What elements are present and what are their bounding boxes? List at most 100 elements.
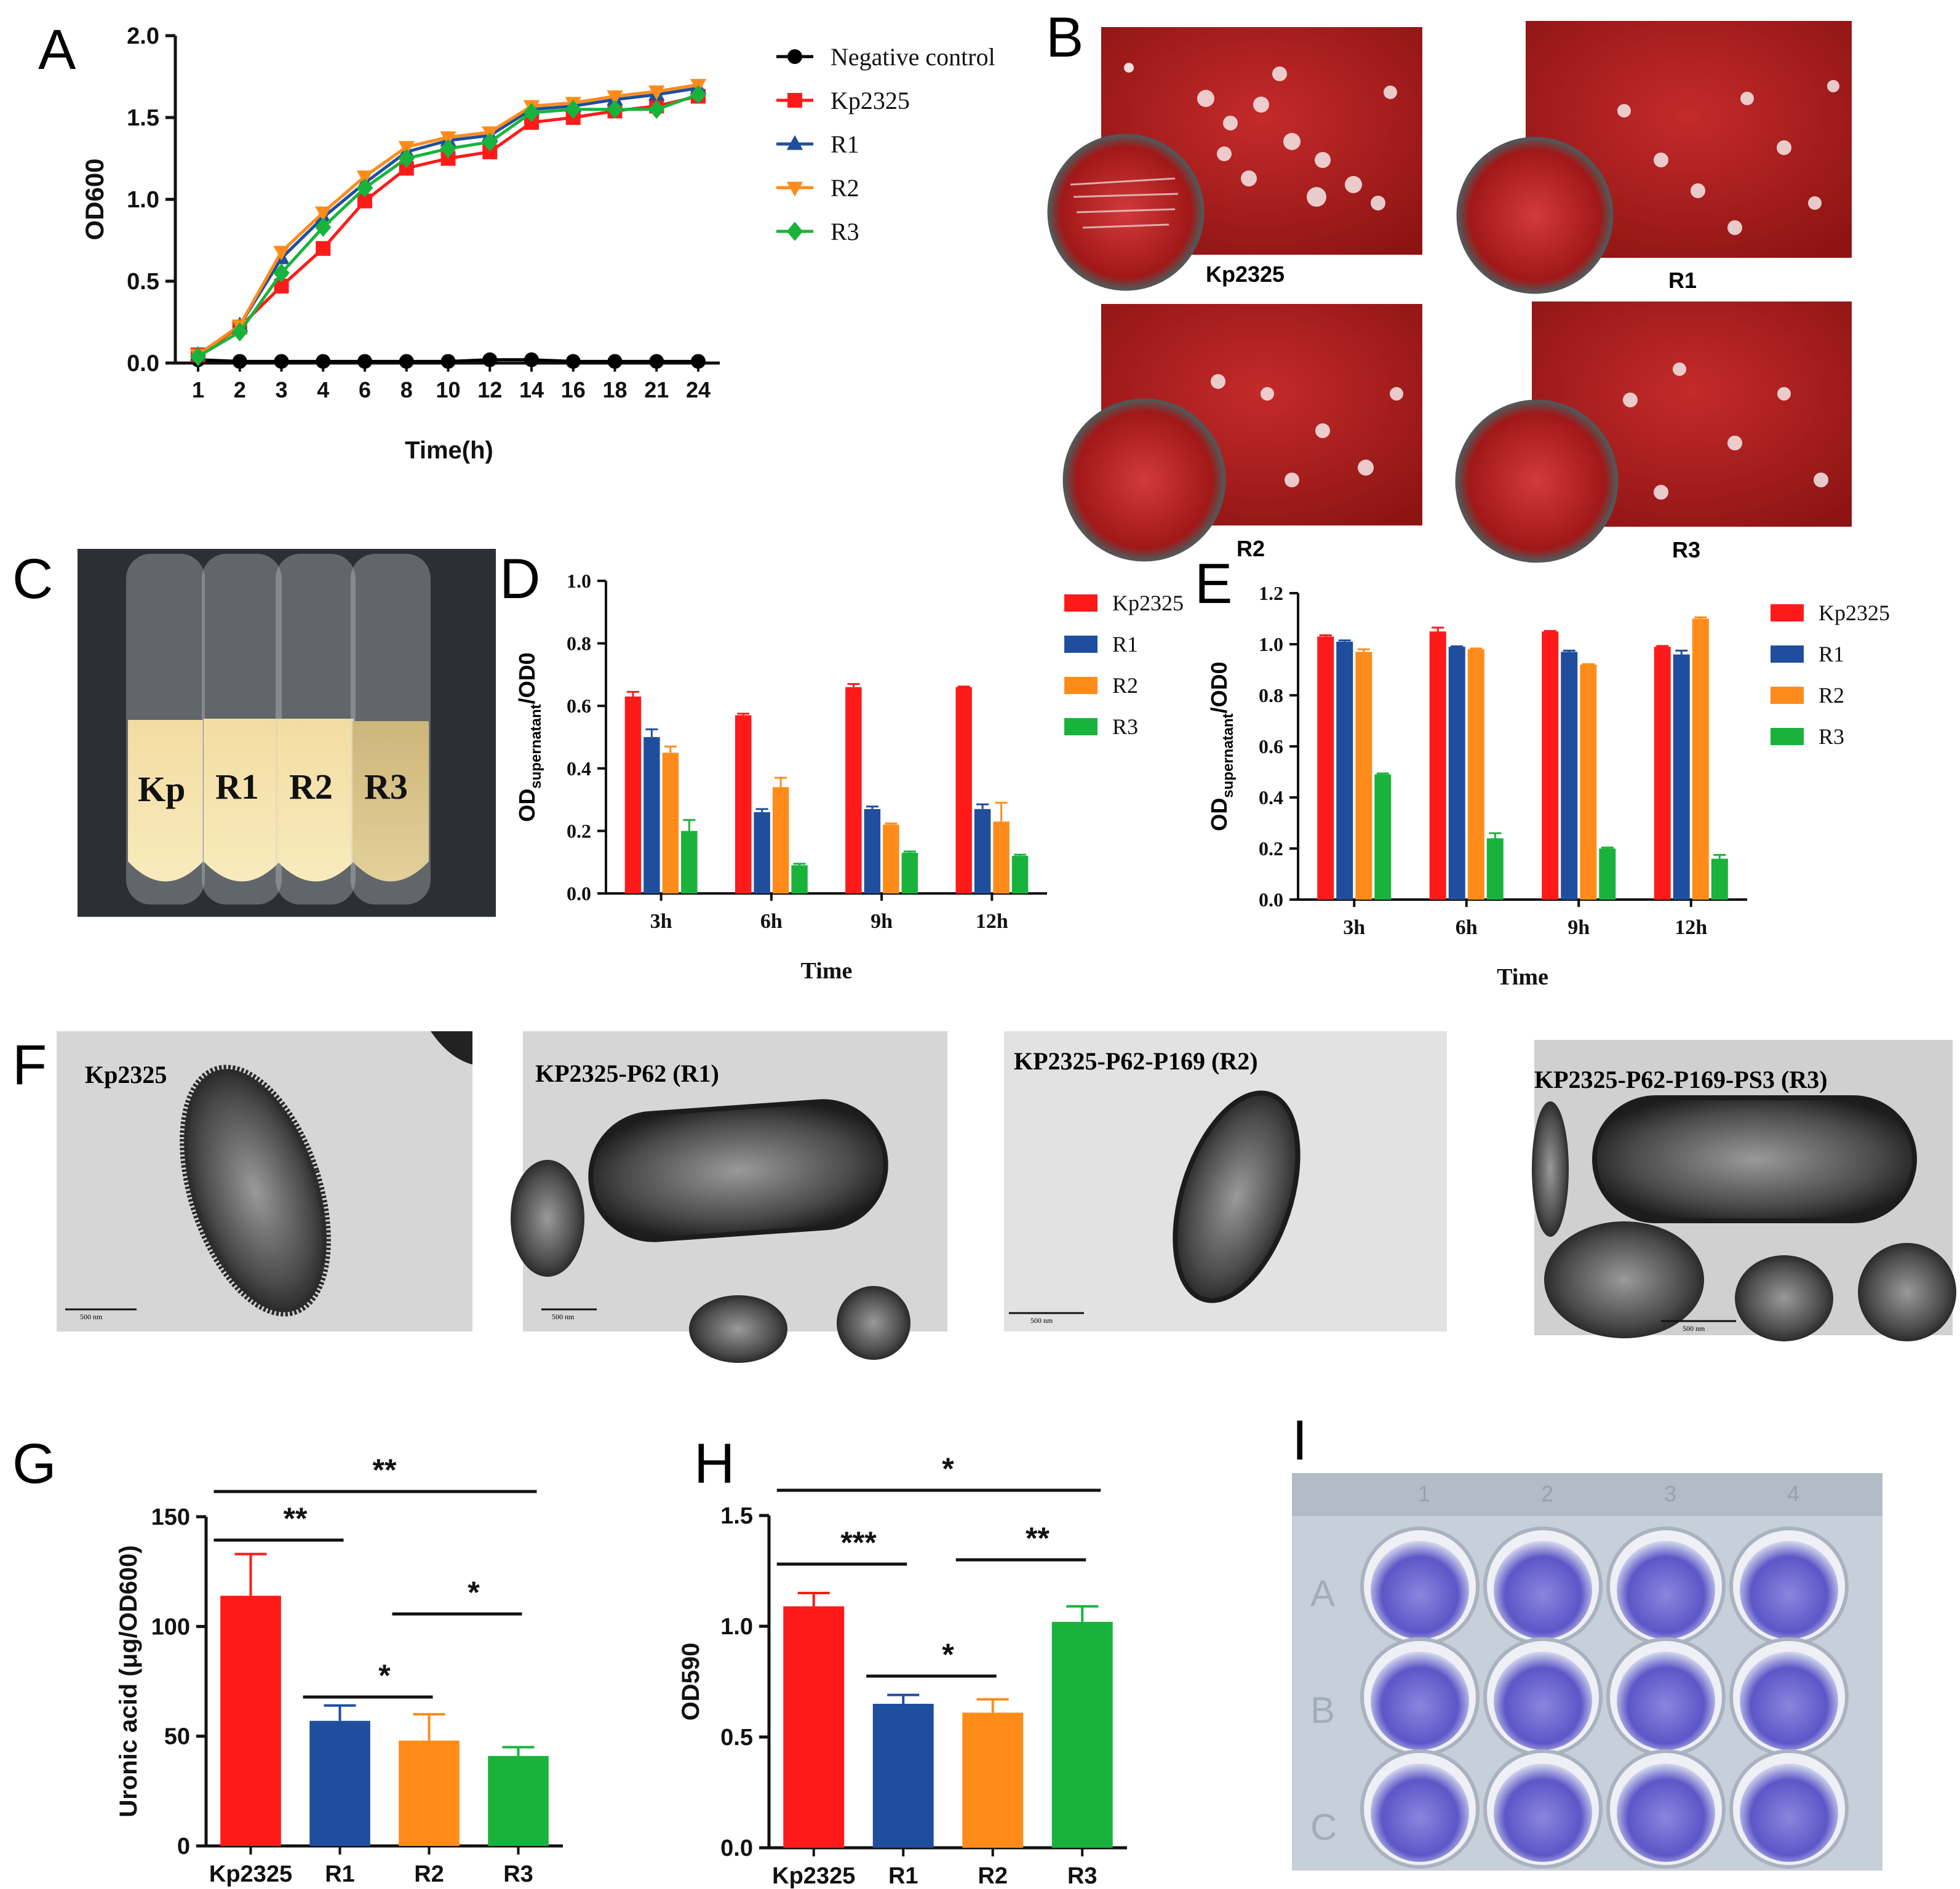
bar: [1355, 652, 1372, 900]
well-stain: [1494, 1763, 1592, 1862]
x-tick-label: 12: [477, 377, 502, 402]
well-stain: [1494, 1541, 1592, 1639]
tube-r2: [276, 554, 356, 905]
well-stain: [1740, 1651, 1838, 1750]
panel-letter-e: E: [1195, 553, 1232, 615]
x-tick-label: 6: [359, 377, 371, 402]
tube-label-r1: R1: [215, 767, 259, 807]
y-tick-label: 0.0: [567, 882, 591, 905]
bar: [1317, 636, 1334, 900]
y-axis-label: ODsupernatant/OD0: [1206, 661, 1237, 831]
colony-photo-r1: R1: [1456, 21, 1852, 294]
data-point: [523, 103, 540, 122]
x-tick-label: 6h: [760, 910, 783, 933]
legend-swatch: [1064, 718, 1098, 735]
significance-stars: *: [468, 1575, 480, 1610]
panel-letter-d: D: [500, 548, 540, 610]
data-point: [399, 354, 414, 369]
y-tick-label: 0: [177, 1834, 190, 1859]
plate-col-3: 3: [1664, 1481, 1676, 1506]
legend-marker: [786, 182, 803, 197]
tem-caption-r3: KP2325-P62-P169-PS3 (R3): [1534, 1066, 1828, 1093]
data-point: [273, 263, 290, 283]
data-point: [607, 354, 623, 369]
bar: [1599, 849, 1616, 900]
well-stain: [1740, 1763, 1838, 1862]
x-axis-label: Time(h): [405, 437, 493, 464]
bar: [845, 687, 862, 893]
tem-scale-r3: 500 nm: [1683, 1324, 1705, 1333]
plate-col-4: 4: [1787, 1481, 1799, 1506]
x-tick-label: 18: [602, 377, 627, 402]
supernatant-ratio-chart-e: 0.0 0.2 0.4 0.6 0.8 1.0 1.2 3h 6h 9h 12h Time ODsupe…: [1206, 582, 1890, 990]
y-tick-label: 1.0: [567, 570, 591, 592]
x-tick-label: R3: [503, 1861, 533, 1887]
bar: [1429, 631, 1446, 900]
tem-scale-kp2325: 500 nm: [80, 1312, 103, 1321]
bar: [772, 787, 789, 893]
y-tick-label: 0.8: [1259, 684, 1283, 706]
data-point: [231, 322, 248, 342]
well-stain: [1617, 1541, 1715, 1639]
legend-marker: [787, 49, 802, 64]
data-point: [232, 354, 247, 369]
tem-image-row: 500 nm Kp2325 500 nm KP2325-P62 (R1) 500…: [57, 1031, 1956, 1363]
data-point: [315, 206, 332, 222]
well-stain: [1371, 1651, 1469, 1750]
y-axis-label: OD590: [677, 1643, 704, 1721]
bar: [901, 852, 918, 893]
significance-stars: ***: [840, 1525, 877, 1560]
y-tick-label: 1.5: [127, 105, 159, 131]
x-tick-label: 10: [436, 377, 460, 402]
panel-letter-f: F: [12, 1034, 47, 1096]
colony-photo-r3: R3: [1455, 302, 1852, 563]
legend-label: Kp2325: [1112, 591, 1184, 615]
data-point: [189, 346, 207, 366]
data-point: [648, 100, 665, 119]
legend-label: Negative control: [831, 43, 995, 71]
x-tick-label: 9h: [1568, 916, 1590, 939]
colony-photo-kp2325: Kp2325: [1047, 27, 1422, 291]
panel-letter-a: A: [38, 18, 76, 81]
x-axis-label: Time: [1497, 964, 1548, 990]
data-point: [274, 354, 289, 369]
legend-swatch: [1771, 687, 1804, 704]
legend-label: R3: [1112, 714, 1138, 739]
bar: [1654, 647, 1671, 900]
data-point: [398, 148, 415, 169]
data-point: [356, 178, 373, 198]
legend-marker: [786, 222, 803, 241]
y-tick-label: 0.4: [1259, 786, 1283, 809]
plate-row-c: C: [1310, 1807, 1337, 1848]
data-point: [315, 217, 332, 237]
y-axis-label: Uronic acid (μg/OD600): [115, 1545, 142, 1817]
y-tick-label: 0.0: [720, 1835, 753, 1861]
well-stain: [1371, 1763, 1469, 1862]
legend-label: R1: [1112, 632, 1138, 657]
plate-photo: 1 2 3 4 A B C: [1292, 1473, 1882, 1871]
x-tick-label: 8: [400, 377, 413, 402]
bar: [1448, 647, 1465, 900]
y-tick-label: 2.0: [127, 23, 159, 49]
y-tick-label: 150: [151, 1504, 190, 1530]
bar: [1011, 856, 1029, 893]
data-point: [440, 354, 456, 369]
x-tick-label: 4: [317, 377, 329, 402]
data-point: [440, 131, 456, 146]
y-tick-label: 0.2: [1259, 837, 1283, 860]
data-point: [607, 100, 623, 119]
x-tick-label: 24: [686, 377, 711, 402]
colony-caption-r3: R3: [1672, 537, 1700, 562]
panel-letter-c: C: [12, 548, 53, 610]
x-axis-label: Time: [801, 958, 853, 984]
bar: [993, 821, 1010, 893]
bar: [220, 1595, 281, 1846]
tube-label-r2: R2: [289, 767, 333, 807]
legend-label: R3: [1819, 724, 1844, 749]
bar: [1673, 654, 1690, 900]
y-tick-label: 1.5: [720, 1503, 753, 1529]
well-stain: [1740, 1541, 1838, 1639]
bar: [1336, 641, 1353, 900]
supernatant-ratio-chart-d: 0.0 0.2 0.4 0.6 0.8 1.0 3h 6h 9h 12h Time ODsuperna…: [514, 570, 1184, 984]
